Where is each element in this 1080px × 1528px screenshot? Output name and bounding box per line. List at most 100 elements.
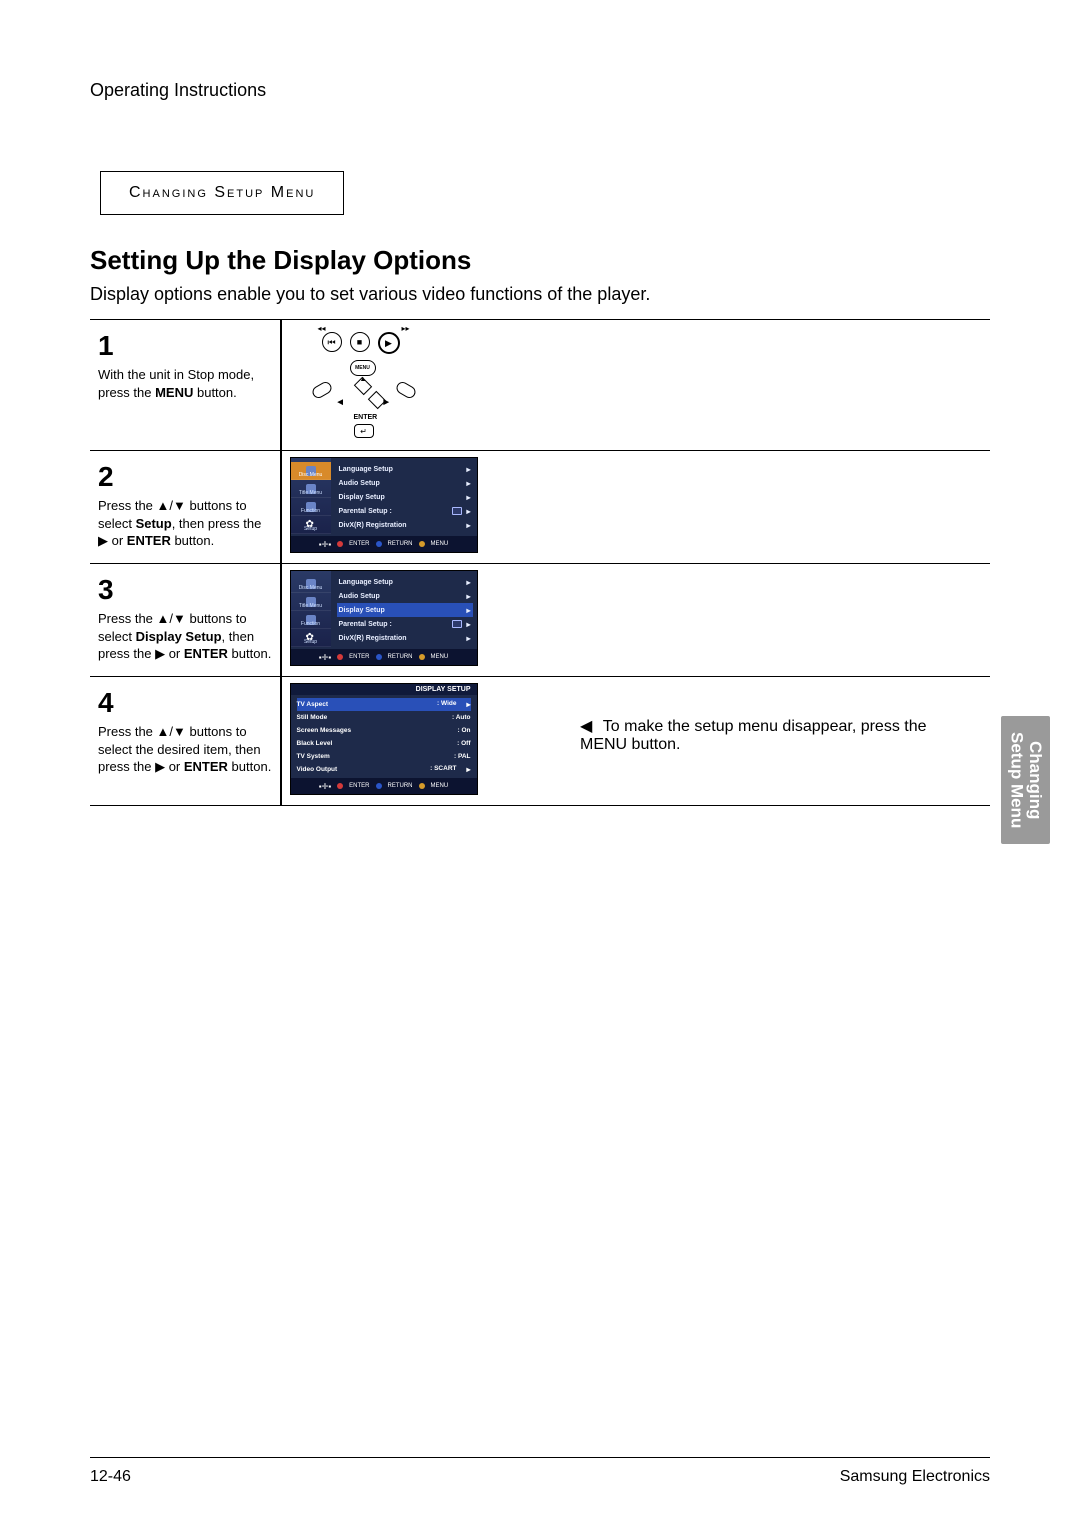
osm-setup-menu-2: Disc Menu Title Menu Function ✿Setup Lan… (290, 457, 478, 553)
osm-footer: ▪✛▪ ENTER RETURN MENU (291, 778, 477, 794)
osm-footer-enter: ENTER (349, 654, 369, 660)
remote-rewind-icon: ⏮ (322, 332, 342, 352)
page-footer: 12-46 Samsung Electronics (90, 1468, 990, 1486)
step-3-number: 3 (98, 574, 272, 606)
side-tab: Changing Setup Menu (1001, 716, 1050, 844)
arrow-right-icon: ▸ (466, 578, 470, 587)
osm-footer-menu: MENU (431, 541, 449, 547)
osm-side-label: Function (301, 621, 320, 627)
step-2-number: 2 (98, 461, 272, 493)
osm-sidebar: Disc Menu Title Menu Function ✿Setup (291, 571, 331, 647)
step-3-text: Press the ▲/▼ buttons to select Display … (98, 610, 272, 663)
move-icon: ▪✛▪ (319, 782, 331, 791)
osm-row-display: Display Setup▸ (337, 603, 473, 617)
osm-flat-val: : On (458, 727, 471, 734)
page-description: Display options enable you to set variou… (90, 284, 990, 305)
osm-flat-val: : Wide (437, 700, 456, 709)
osm-side-label: Setup (304, 526, 317, 532)
arrow-right-icon: ▸ (466, 765, 470, 774)
step-1-number: 1 (98, 330, 272, 362)
osm-flat-row-tv-aspect: TV Aspect : Wide ▸ (297, 698, 471, 711)
arrow-right-icon: ▸ (466, 700, 470, 709)
footer-divider (90, 1457, 990, 1458)
osm-row-language: Language Setup▸ (337, 462, 473, 476)
step-4-text: Press the ▲/▼ buttons to select the desi… (98, 723, 272, 776)
step-4-number: 4 (98, 687, 272, 719)
remote-stop-icon: ■ (350, 332, 370, 352)
step-4-text-c: button. (228, 759, 271, 774)
osm-side-setup: ✿Setup (291, 516, 331, 534)
remote-illustration: ⏮ ■ ▶ ◂◂ ▸▸ MENU ▲ ◀ ▶ (294, 330, 464, 440)
step-2-text-d: ENTER (127, 533, 171, 548)
remote-menu-button: MENU (350, 360, 376, 376)
osm-flat-row-still: Still Mode : Auto (297, 711, 471, 724)
osm-flat-val: : PAL (454, 753, 471, 760)
step-3-text-e: button. (228, 646, 271, 661)
brand-text: Samsung Electronics (840, 1468, 990, 1486)
osm-flat-row-video: Video Output: SCART▸ (297, 763, 471, 776)
osm-flat-key: TV Aspect (297, 701, 329, 708)
remote-side-button-right (394, 380, 417, 400)
arrow-right-icon: ▸ (466, 606, 470, 615)
osm-sidebar: Disc Menu Title Menu Function ✿Setup (291, 458, 331, 534)
osm-flat-row-tvsys: TV System : PAL (297, 750, 471, 763)
osm-side-label: Disc Menu (299, 472, 323, 478)
osm-row-divx: DivX(R) Registration▸ (337, 518, 473, 532)
osm-footer-return: RETURN (388, 541, 413, 547)
osm-side-function: Function (291, 498, 331, 516)
move-icon: ▪✛▪ (319, 540, 331, 549)
step-1-text: With the unit in Stop mode, press the ME… (98, 366, 272, 401)
osm-side-disc-menu: Disc Menu (291, 462, 331, 480)
osm-side-label: Title Menu (299, 490, 322, 496)
osm-footer-menu: MENU (431, 783, 449, 789)
osm-row-label: Language Setup (339, 466, 393, 473)
step-3-text-b: Display Setup (136, 629, 222, 644)
osm-footer-menu: MENU (431, 654, 449, 660)
arrow-right-icon: ▸ (466, 493, 470, 502)
page-title: Setting Up the Display Options (90, 245, 990, 276)
enter-dot-icon (337, 654, 343, 660)
remote-play-icon: ▶ (378, 332, 400, 354)
osm-flat-key: TV System (297, 753, 330, 760)
menu-dot-icon (419, 541, 425, 547)
osm-side-label: Title Menu (299, 603, 322, 609)
osm-footer: ▪✛▪ ENTER RETURN MENU (291, 536, 477, 552)
osm-main: Language Setup▸ Audio Setup▸ Display Set… (331, 571, 477, 649)
osm-display-title: DISPLAY SETUP (291, 684, 477, 695)
osm-footer-enter: ENTER (349, 541, 369, 547)
step-2: 2 Press the ▲/▼ buttons to select Setup,… (90, 450, 990, 563)
lock-icon (452, 507, 462, 515)
remote-left-icon: ◀ (338, 398, 343, 406)
osm-row-divx: DivX(R) Registration▸ (337, 631, 473, 645)
header-text: Operating Instructions (90, 80, 990, 101)
osm-footer: ▪✛▪ ENTER RETURN MENU (291, 649, 477, 665)
note-region: ◀ To make the setup menu disappear, pres… (580, 716, 1020, 844)
menu-dot-icon (419, 654, 425, 660)
side-tab-line1: Changing (1026, 741, 1045, 819)
osm-side-title-menu: Title Menu (291, 480, 331, 498)
arrow-right-icon: ▸ (466, 521, 470, 530)
osm-footer-return: RETURN (388, 783, 413, 789)
enter-dot-icon (337, 541, 343, 547)
osm-flat-key: Still Mode (297, 714, 328, 721)
osm-row-label: DivX(R) Registration (339, 635, 407, 642)
step-2-text: Press the ▲/▼ buttons to select Setup, t… (98, 497, 272, 550)
return-dot-icon (376, 654, 382, 660)
osm-row-parental: Parental Setup :▸ (337, 617, 473, 631)
return-dot-icon (376, 541, 382, 547)
osm-side-label: Function (301, 508, 320, 514)
side-tab-line2: Setup Menu (1007, 732, 1026, 828)
osm-flat-val: : Auto (452, 714, 471, 721)
osm-display-setup: DISPLAY SETUP TV Aspect : Wide ▸ Still Mod… (290, 683, 478, 795)
osm-main: Language Setup▸ Audio Setup▸ Display Set… (331, 458, 477, 536)
osm-flat-row-black: Black Level: Off (297, 737, 471, 750)
menu-dot-icon (419, 783, 425, 789)
step-3-text-d: ENTER (184, 646, 228, 661)
osm-flat-key: Video Output (297, 766, 338, 773)
osm-flat-val: : Off (457, 740, 470, 747)
arrow-right-icon: ▸ (466, 620, 470, 629)
osm-side-disc-menu: Disc Menu (291, 575, 331, 593)
section-box: Changing Setup Menu (100, 171, 344, 215)
osm-flat-key: Screen Messages (297, 727, 352, 734)
osm-footer-return: RETURN (388, 654, 413, 660)
